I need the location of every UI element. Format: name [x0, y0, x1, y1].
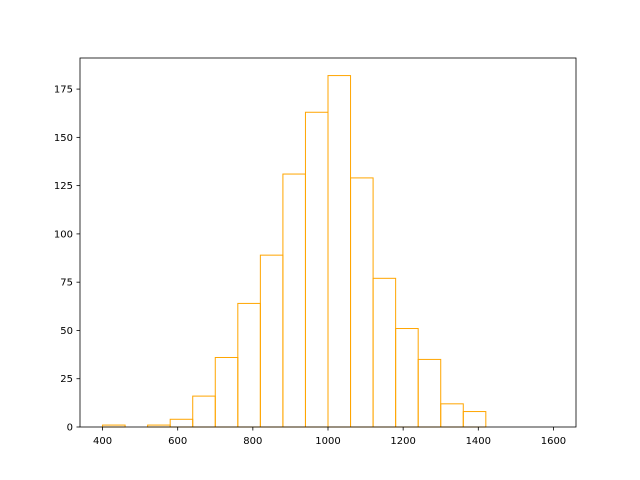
x-tick-label: 1600: [541, 436, 566, 447]
y-tick-label: 100: [54, 229, 73, 240]
x-tick-label: 800: [243, 436, 262, 447]
x-tick-label: 600: [168, 436, 187, 447]
x-tick-label: 400: [93, 436, 112, 447]
y-tick-label: 0: [67, 423, 73, 434]
x-tick-label: 1000: [315, 436, 340, 447]
y-tick-label: 75: [60, 278, 73, 289]
y-tick-label: 125: [54, 181, 73, 192]
y-tick-label: 25: [60, 374, 73, 385]
y-tick-label: 175: [54, 85, 73, 96]
x-tick-label: 1400: [466, 436, 491, 447]
y-tick-label: 150: [54, 133, 73, 144]
y-tick-label: 50: [60, 326, 73, 337]
x-tick-label: 1200: [390, 436, 415, 447]
